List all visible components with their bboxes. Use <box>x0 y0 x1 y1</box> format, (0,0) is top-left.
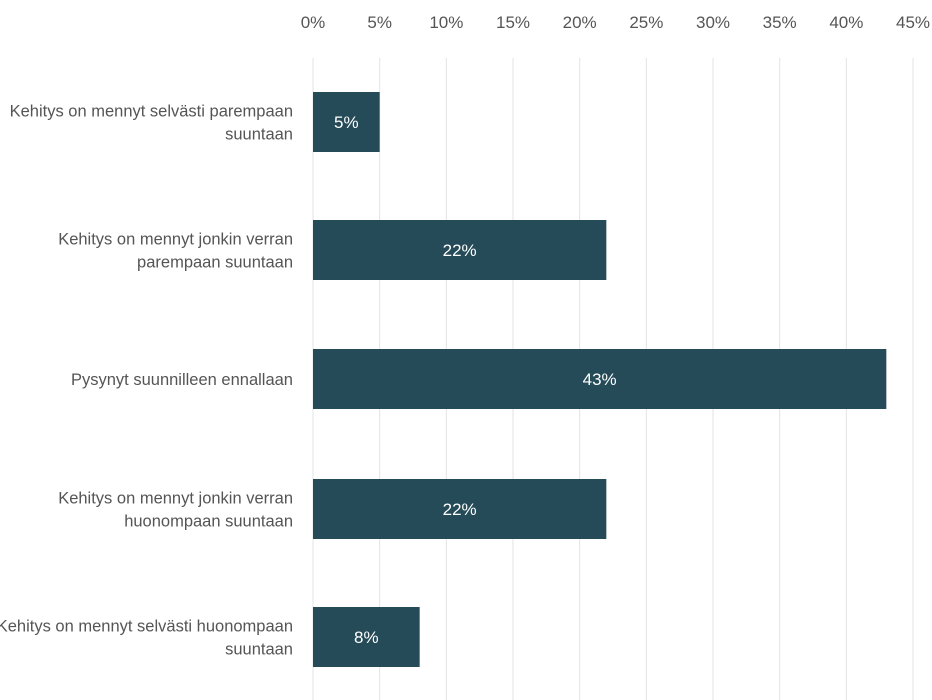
bar <box>313 479 607 539</box>
category-label-line: Kehitys on mennyt jonkin verran <box>58 490 293 508</box>
data-label: 22% <box>443 241 477 260</box>
category-label: Pysynyt suunnilleen ennallaan <box>71 371 293 389</box>
data-label: 43% <box>583 370 617 389</box>
bar <box>313 220 607 280</box>
data-label: 22% <box>443 500 477 519</box>
category-label: Kehitys on mennyt selvästi huonompaan suu… <box>0 618 293 659</box>
bars <box>313 92 887 667</box>
bar <box>313 607 420 667</box>
data-label: 8% <box>354 628 379 647</box>
x-tick-label: 10% <box>429 13 463 32</box>
x-tick-label: 15% <box>496 13 530 32</box>
category-label-line: Kehitys on mennyt selvästi parempaan <box>10 103 293 121</box>
category-label: Kehitys on mennyt jonkin verran parempaan… <box>58 231 293 272</box>
bar <box>313 349 887 409</box>
x-tick-label: 20% <box>563 13 597 32</box>
category-label-line: Pysynyt suunnilleen ennallaan <box>71 371 293 389</box>
category-labels: Kehitys on mennyt selvästi parempaan suun… <box>0 103 293 659</box>
data-labels: 5% 22% 43% 22% 8% <box>334 113 617 647</box>
category-label-line: Kehitys on mennyt selvästi huonompaan <box>0 618 293 636</box>
x-tick-label: 25% <box>629 13 663 32</box>
category-label-line: huonompaan suuntaan <box>124 513 293 531</box>
x-tick-label: 35% <box>763 13 797 32</box>
x-tick-label: 0% <box>301 13 326 32</box>
bar <box>313 92 380 152</box>
data-label: 5% <box>334 113 359 132</box>
x-axis-ticks: 0% 5% 10% 15% 20% 25% 30% 35% 40% 45% <box>301 13 930 32</box>
x-tick-label: 30% <box>696 13 730 32</box>
category-label-line: suuntaan <box>225 126 293 144</box>
category-label: Kehitys on mennyt jonkin verran huonompaa… <box>58 490 293 531</box>
x-tick-label: 40% <box>829 13 863 32</box>
category-label-line: Kehitys on mennyt jonkin verran <box>58 231 293 249</box>
x-tick-label: 5% <box>367 13 392 32</box>
category-label: Kehitys on mennyt selvästi parempaan suun… <box>10 103 293 144</box>
x-tick-label: 45% <box>896 13 930 32</box>
category-label-line: suuntaan <box>225 641 293 659</box>
category-label-line: parempaan suuntaan <box>137 254 293 272</box>
